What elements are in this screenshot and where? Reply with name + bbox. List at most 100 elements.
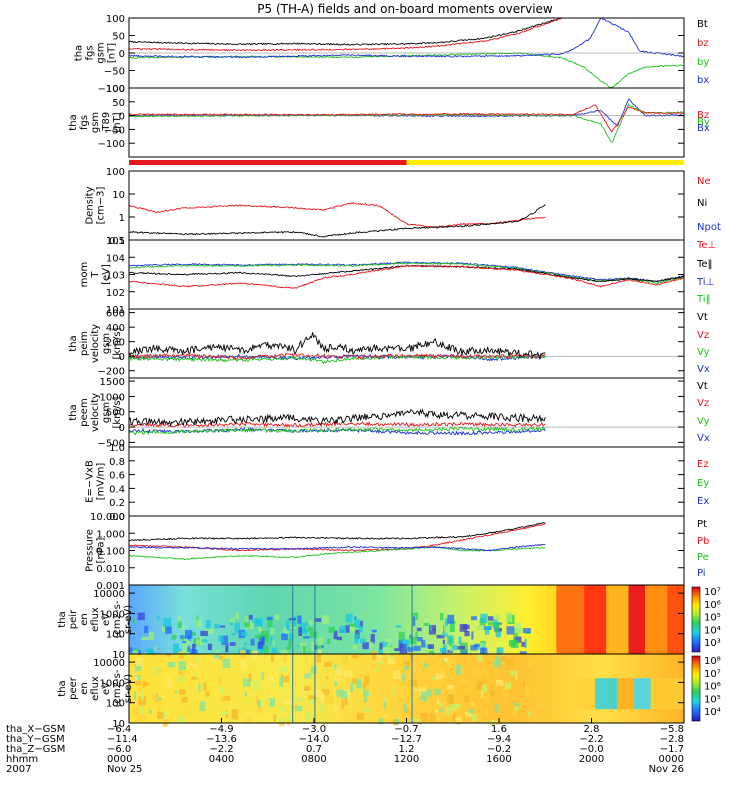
y-axis-label: [eV] [101, 264, 112, 285]
x-axis-row-label: hhmm [6, 754, 38, 765]
spectro-cell [138, 695, 147, 706]
spectro-cell [431, 676, 438, 681]
series-fgs-bz [128, 17, 562, 52]
spectro-cell [515, 675, 518, 680]
spectro-cell [524, 685, 530, 695]
spectro-cell [178, 615, 181, 625]
spectro-cell [449, 623, 455, 633]
spectro-cell [428, 644, 434, 649]
spectro-cell [231, 709, 239, 720]
y-axis-label: [km/s] [112, 396, 123, 428]
spectro-band [556, 585, 585, 654]
x-axis-row-label: tha_Y−GSM [6, 734, 65, 745]
panel-moms_t: Te⊥ Te‖ Ti⊥ Ti‖ 105 104 103 102 101 mom T [eV] [79, 236, 716, 316]
legend-peem_v-0: Vt [697, 381, 708, 392]
spectro-cell [220, 696, 225, 702]
panel-fgs: Bt bz by bx 100 50 0 −50 −100 tha fgs gsm [nT] [74, 14, 710, 95]
spectro-cell [407, 647, 414, 653]
colorbar-label: 10⁵ [704, 613, 721, 624]
spectro-cell [348, 626, 356, 632]
spectro-cell [343, 654, 349, 665]
spectro-cell [395, 625, 402, 628]
panel-frame [128, 239, 685, 310]
legend-efield-1: Ey [697, 478, 709, 489]
series-peem_v-Vy [128, 426, 546, 436]
spectro-cell [166, 676, 170, 681]
spectro-cell [155, 669, 161, 674]
spectro-cell [450, 644, 457, 651]
spectro-cell [512, 710, 518, 718]
spectro-cell [344, 697, 348, 705]
spectro-cell [269, 636, 273, 646]
spectro-cell [445, 658, 454, 668]
series-fgs-bx [128, 17, 685, 59]
spectro-cell [484, 695, 490, 704]
spectro-cell [464, 695, 469, 703]
y-tick-label: 500 [106, 408, 125, 419]
spectro-cell [428, 624, 437, 635]
spectro-cell [403, 661, 410, 668]
spectro-cell [203, 682, 207, 691]
spectro-cell [278, 707, 286, 711]
series-peem_v-Vz [128, 421, 546, 429]
spectro-cell [363, 706, 370, 713]
spectro-cell [474, 643, 480, 648]
spectro-cell [358, 626, 364, 633]
spectro-cell [413, 691, 421, 700]
spectro-cell [513, 706, 520, 711]
legend-peem_v-2: Vy [697, 416, 710, 427]
spectro-cell [132, 706, 140, 716]
spectro-cell [223, 695, 231, 701]
mode-bar-segment [406, 160, 684, 165]
spectro-cell [399, 643, 408, 654]
spectro-cell [505, 658, 513, 666]
spectro-cell [455, 717, 462, 725]
x-tick-label: −11.4 [107, 734, 138, 745]
spectro-cell [448, 636, 452, 646]
spectro-cell [162, 711, 168, 719]
colorbar-label: 10⁴ [704, 625, 721, 636]
spectro-cell [484, 625, 490, 635]
spectro-cell [423, 684, 428, 687]
legend-peim_v-2: Vy [697, 347, 710, 358]
series-fgs_t89-Bz [128, 104, 685, 133]
spectro-cell [280, 650, 288, 657]
spectro-cell [300, 685, 305, 693]
spectro-cell [201, 639, 208, 643]
legend-moms_t-2: Ti⊥ [696, 277, 714, 288]
spectro-cell [205, 620, 211, 629]
spectro-cell [406, 639, 410, 650]
y-axis-label: gsm [101, 333, 112, 354]
spectro-cell [140, 691, 144, 701]
spectro-cell [229, 622, 234, 626]
spectro-cell [245, 622, 250, 628]
spectro-cell [180, 671, 185, 680]
spectro-cell [486, 669, 489, 679]
spectro-band [617, 678, 635, 710]
spectro-cell [471, 616, 477, 621]
spectro-cell [178, 660, 187, 671]
spectro-cell [480, 613, 488, 623]
spectro-cell [496, 680, 504, 686]
y-tick-label: 1 [119, 213, 125, 224]
y-tick-label: 1500 [100, 377, 125, 388]
spectro-cell [364, 676, 370, 685]
spectro-cell [287, 713, 291, 721]
spectro-cell [359, 620, 363, 628]
spectro-cell [479, 642, 485, 650]
y-tick-label: 100 [106, 167, 125, 178]
spectro-cell [387, 652, 392, 661]
spectro-cell [474, 669, 479, 673]
y-tick-label: 10 [112, 190, 125, 201]
spectro-cell [278, 718, 286, 724]
y-axis-label: sr-eV) [123, 674, 134, 703]
spectro-cell [404, 709, 410, 714]
spectro-cell [267, 618, 273, 628]
panel-pressure: Pt Pb Pe Pi 10.000 1.000 0.100 0.010 0.001Pressu… [85, 512, 710, 592]
y-axis-label: (cm2-s- [112, 600, 123, 638]
y-tick-label: −200 [98, 367, 125, 378]
spectro-cell [148, 709, 152, 714]
series-fgs-Bt [128, 17, 562, 46]
spectro-cell [418, 679, 424, 684]
y-axis-label: gsm [101, 402, 112, 423]
